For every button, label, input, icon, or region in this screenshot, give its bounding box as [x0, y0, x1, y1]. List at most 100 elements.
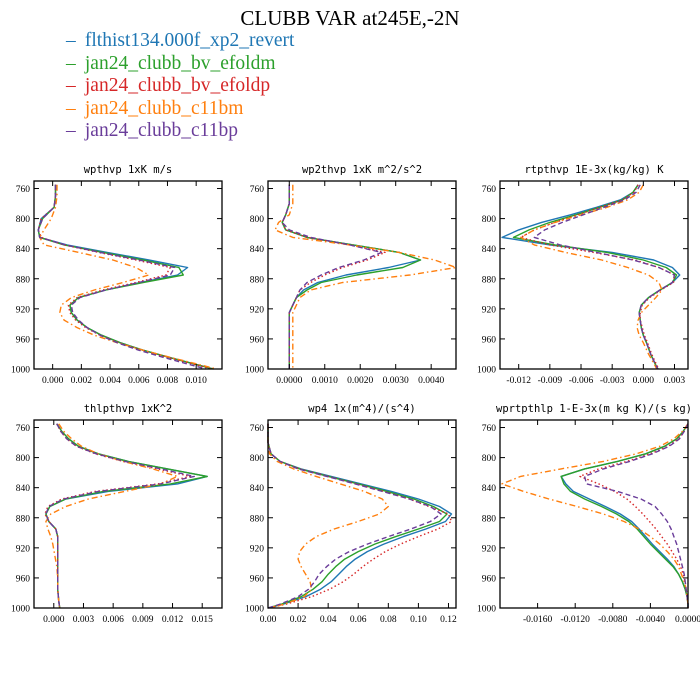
- y-tick-label: 960: [250, 574, 265, 584]
- series-line: [560, 423, 689, 608]
- series-line: [520, 184, 676, 370]
- legend-label: jan24_clubb_bv_efoldm: [84, 52, 276, 74]
- series-line: [44, 423, 192, 609]
- x-tick-label: 0.008: [157, 376, 179, 386]
- y-tick-label: 960: [482, 335, 497, 345]
- y-tick-label: 880: [250, 275, 265, 285]
- x-tick-label: 0.02: [290, 615, 307, 625]
- x-tick-label: 0.000: [43, 615, 65, 625]
- x-tick-label: 0.12: [440, 615, 457, 625]
- y-tick-label: 920: [250, 544, 265, 554]
- y-tick-label: 800: [482, 454, 497, 464]
- series-line: [512, 184, 678, 370]
- legend-label: flthist134.000f_xp2_revert: [84, 30, 295, 51]
- x-tick-label: -0.0040: [636, 615, 666, 625]
- legend-swatch: –: [66, 30, 76, 51]
- y-tick-label: 760: [482, 424, 497, 434]
- y-tick-label: 880: [16, 514, 31, 524]
- series-line: [45, 423, 179, 609]
- y-tick-label: 880: [16, 275, 31, 285]
- x-tick-label: 0.000: [633, 376, 655, 386]
- y-tick-label: 800: [250, 454, 265, 464]
- x-tick-label: 0.0000: [675, 615, 700, 625]
- series-line: [267, 423, 453, 609]
- legend-label: jan24_clubb_c11bm: [84, 97, 244, 119]
- panel-title: wpthvp 1xK m/s: [84, 164, 173, 176]
- y-tick-label: 920: [482, 544, 497, 554]
- chart-figure-title: CLUBB VAR at245E,-2N: [240, 6, 460, 30]
- series-line: [281, 184, 386, 369]
- panel-title: wp2thvp 1xK m^2/s^2: [302, 164, 422, 176]
- y-tick-label: 760: [250, 185, 265, 195]
- y-tick-label: 880: [482, 514, 497, 524]
- legend-item: – jan24_clubb_bv_efoldp: [66, 75, 294, 98]
- series-line: [45, 423, 196, 609]
- panel-title: rtpthvp 1E-3x(kg/kg) K: [524, 164, 664, 176]
- y-tick-label: 800: [16, 454, 31, 464]
- x-tick-label: -0.0120: [561, 615, 591, 625]
- y-tick-label: 840: [482, 245, 497, 255]
- y-tick-label: 880: [482, 275, 497, 285]
- x-tick-label: 0.000: [42, 376, 64, 386]
- x-tick-label: 0.0000: [276, 376, 302, 386]
- series-line: [267, 423, 448, 609]
- y-tick-label: 760: [250, 424, 265, 434]
- y-tick-label: 840: [16, 484, 31, 494]
- legend-swatch: –: [66, 75, 76, 96]
- y-tick-label: 1000: [11, 605, 30, 615]
- series-line: [560, 423, 689, 608]
- series-line: [37, 184, 214, 370]
- x-tick-label: -0.003: [600, 376, 625, 386]
- series-line: [533, 184, 676, 370]
- x-tick-label: 0.08: [380, 615, 397, 625]
- x-tick-label: 0.015: [192, 615, 214, 625]
- y-tick-label: 1000: [477, 366, 496, 376]
- x-tick-label: 0.10: [410, 615, 427, 625]
- y-tick-label: 960: [16, 335, 31, 345]
- x-tick-label: 0.010: [185, 376, 207, 386]
- y-tick-label: 840: [250, 245, 265, 255]
- x-tick-label: -0.012: [506, 376, 531, 386]
- series-line: [267, 423, 442, 609]
- y-tick-label: 840: [250, 484, 265, 494]
- x-tick-label: 0.0010: [312, 376, 338, 386]
- series-line: [267, 423, 453, 609]
- legend: – flthist134.000f_xp2_revert – jan24_clu…: [66, 30, 294, 143]
- series-line: [281, 184, 422, 369]
- series-line: [267, 423, 389, 609]
- x-tick-label: 0.00: [260, 615, 277, 625]
- x-tick-label: -0.006: [569, 376, 594, 386]
- plot-frame: [33, 180, 223, 370]
- plot-frame: [499, 419, 689, 609]
- panel-title: thlpthvp 1xK^2: [84, 403, 173, 415]
- x-tick-label: 0.006: [128, 376, 150, 386]
- x-tick-label: 0.002: [71, 376, 93, 386]
- y-tick-label: 960: [250, 335, 265, 345]
- x-tick-label: 0.009: [132, 615, 154, 625]
- series-line: [501, 423, 689, 608]
- legend-label: jan24_clubb_c11bp: [84, 120, 238, 141]
- y-tick-label: 800: [16, 215, 31, 225]
- y-tick-label: 920: [482, 305, 497, 315]
- series-line: [281, 184, 422, 369]
- legend-item: – flthist134.000f_xp2_revert: [66, 30, 294, 53]
- series-line: [37, 184, 213, 370]
- x-tick-label: 0.0040: [418, 376, 444, 386]
- y-tick-label: 960: [482, 574, 497, 584]
- series-line: [579, 423, 689, 608]
- series-line: [37, 184, 207, 370]
- series-line: [583, 423, 689, 608]
- plot-frame: [267, 180, 457, 370]
- legend-swatch: –: [66, 97, 76, 119]
- y-tick-label: 1000: [245, 366, 264, 376]
- series-line: [281, 184, 383, 369]
- plot-frame: [267, 419, 457, 609]
- legend-item: – jan24_clubb_bv_efoldm: [66, 53, 294, 76]
- legend-swatch: –: [66, 52, 76, 74]
- y-tick-label: 800: [250, 215, 265, 225]
- series-line: [37, 184, 214, 370]
- y-tick-label: 1000: [11, 366, 30, 376]
- x-tick-label: 0.0020: [347, 376, 373, 386]
- panel-title: wp4 1x(m^4)/(s^4): [308, 403, 415, 415]
